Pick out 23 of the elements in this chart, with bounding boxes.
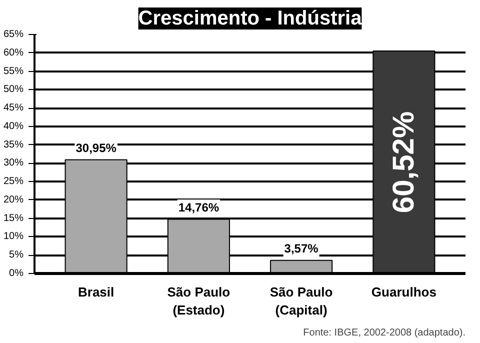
y-tick-label: 30% [3,158,24,169]
data-label: 14,76% [178,200,220,215]
x-tick-label: Brasil [78,284,114,300]
y-tick-label: 35% [3,139,24,150]
data-label: 3,57% [284,242,319,256]
source-note: Fonte: IBGE, 2002-2008 (adaptado). [303,328,466,338]
x-tick-label: São Paulo (Capital) [270,284,333,318]
y-tick-label: 60% [3,47,24,58]
x-tick-label: São Paulo (Estado) [167,284,230,318]
y-tick-label: 15% [3,212,24,224]
y-tick-label: 25% [3,176,24,188]
y-tick-label: 0% [9,268,24,279]
y-tick-label: 5% [9,250,24,261]
y-tick-label: 45% [3,102,24,114]
y-tick-label: 65% [3,29,24,40]
x-tick-label: Guarulhos [371,284,436,300]
y-tick-label: 10% [3,231,24,242]
y-tick-label: 20% [3,194,24,206]
y-tick-label: 55% [3,66,24,77]
data-label: 30,95% [76,141,117,156]
y-tick-label: 50% [3,84,24,96]
y-tick-label: 40% [3,120,24,132]
data-label: 60,52% [387,111,420,214]
